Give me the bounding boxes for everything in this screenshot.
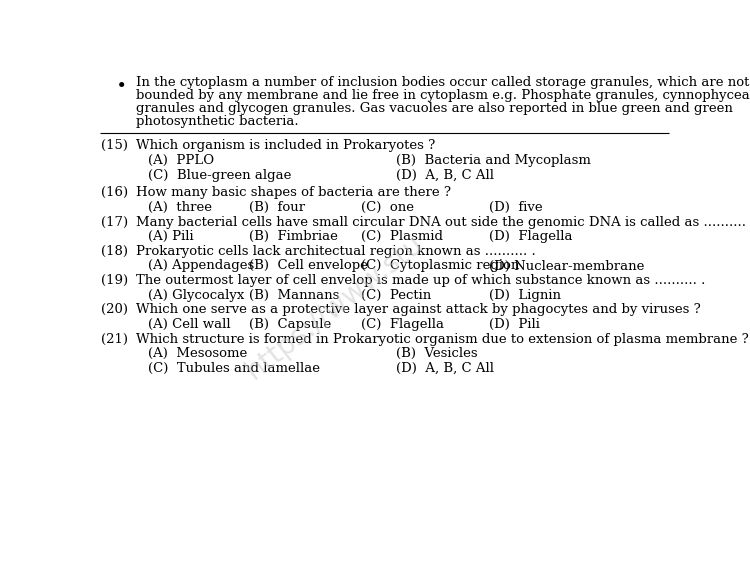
Text: (D)  A, B, C All: (D) A, B, C All: [396, 168, 494, 182]
Text: How many basic shapes of bacteria are there ?: How many basic shapes of bacteria are th…: [136, 186, 452, 199]
Text: (16): (16): [101, 186, 129, 199]
Text: (B)  Fimbriae: (B) Fimbriae: [249, 230, 338, 243]
Text: (C)  Pectin: (C) Pectin: [362, 289, 431, 301]
Text: Which structure is formed in Prokaryotic organism due to extension of plasma mem: Which structure is formed in Prokaryotic…: [136, 333, 749, 345]
Text: (D)  Lignin: (D) Lignin: [489, 289, 561, 301]
Text: (B)  Capsule: (B) Capsule: [249, 318, 331, 331]
Text: Many bacterial cells have small circular DNA out side the genomic DNA is called : Many bacterial cells have small circular…: [136, 216, 750, 228]
Text: https://www.stu: https://www.stu: [240, 230, 428, 385]
Text: (D)  Pili: (D) Pili: [489, 318, 540, 331]
Text: (B)  Cell envelope: (B) Cell envelope: [249, 259, 368, 272]
Text: In the cytoplasm a number of inclusion bodies occur called storage granules, whi: In the cytoplasm a number of inclusion b…: [136, 76, 750, 89]
Text: (C)  Plasmid: (C) Plasmid: [362, 230, 443, 243]
Text: (A) Appendages: (A) Appendages: [148, 259, 254, 272]
Text: (B)  four: (B) four: [249, 201, 304, 214]
Text: (C)  Tubules and lamellae: (C) Tubules and lamellae: [148, 362, 320, 375]
Text: (20): (20): [101, 303, 128, 316]
Text: bounded by any membrane and lie free in cytoplasm e.g. Phosphate granules, cynno: bounded by any membrane and lie free in …: [136, 89, 750, 102]
Text: (B)  Vesicles: (B) Vesicles: [396, 347, 478, 360]
Text: (21): (21): [101, 333, 128, 345]
Text: (19): (19): [101, 274, 129, 287]
Text: Which organism is included in Prokaryotes ?: Which organism is included in Prokaryote…: [136, 139, 436, 152]
Text: Prokaryotic cells lack architectual region known as .......... .: Prokaryotic cells lack architectual regi…: [136, 245, 536, 258]
Text: (A) Glycocalyx: (A) Glycocalyx: [148, 289, 244, 301]
Text: (15): (15): [101, 139, 128, 152]
Text: (17): (17): [101, 216, 129, 228]
Text: (B)  Bacteria and Mycoplasm: (B) Bacteria and Mycoplasm: [396, 154, 591, 167]
Text: (D)  five: (D) five: [489, 201, 542, 214]
Text: Which one serve as a protective layer against attack by phagocytes and by viruse: Which one serve as a protective layer ag…: [136, 303, 701, 316]
Text: The outermost layer of cell envelop is made up of which substance known as .....: The outermost layer of cell envelop is m…: [136, 274, 706, 287]
Text: (C)  Cytoplasmic region: (C) Cytoplasmic region: [362, 259, 520, 272]
Text: (A)  PPLO: (A) PPLO: [148, 154, 214, 167]
Text: (A) Cell wall: (A) Cell wall: [148, 318, 231, 331]
Text: (D)  A, B, C All: (D) A, B, C All: [396, 362, 494, 375]
Text: (B)  Mannans: (B) Mannans: [249, 289, 339, 301]
Text: (A) Pili: (A) Pili: [148, 230, 194, 243]
Text: granules and glycogen granules. Gas vacuoles are also reported in blue green and: granules and glycogen granules. Gas vacu…: [136, 102, 734, 115]
Text: (C)  Blue-green algae: (C) Blue-green algae: [148, 168, 291, 182]
Text: (A)  three: (A) three: [148, 201, 212, 214]
Text: (D)  Flagella: (D) Flagella: [489, 230, 572, 243]
Text: (18): (18): [101, 245, 128, 258]
Text: (A)  Mesosome: (A) Mesosome: [148, 347, 248, 360]
Text: (C)  one: (C) one: [362, 201, 414, 214]
Text: (D) Nuclear-membrane: (D) Nuclear-membrane: [489, 259, 644, 272]
Text: photosynthetic bacteria.: photosynthetic bacteria.: [136, 115, 299, 128]
Text: •: •: [117, 79, 126, 93]
Text: (C)  Flagella: (C) Flagella: [362, 318, 444, 331]
